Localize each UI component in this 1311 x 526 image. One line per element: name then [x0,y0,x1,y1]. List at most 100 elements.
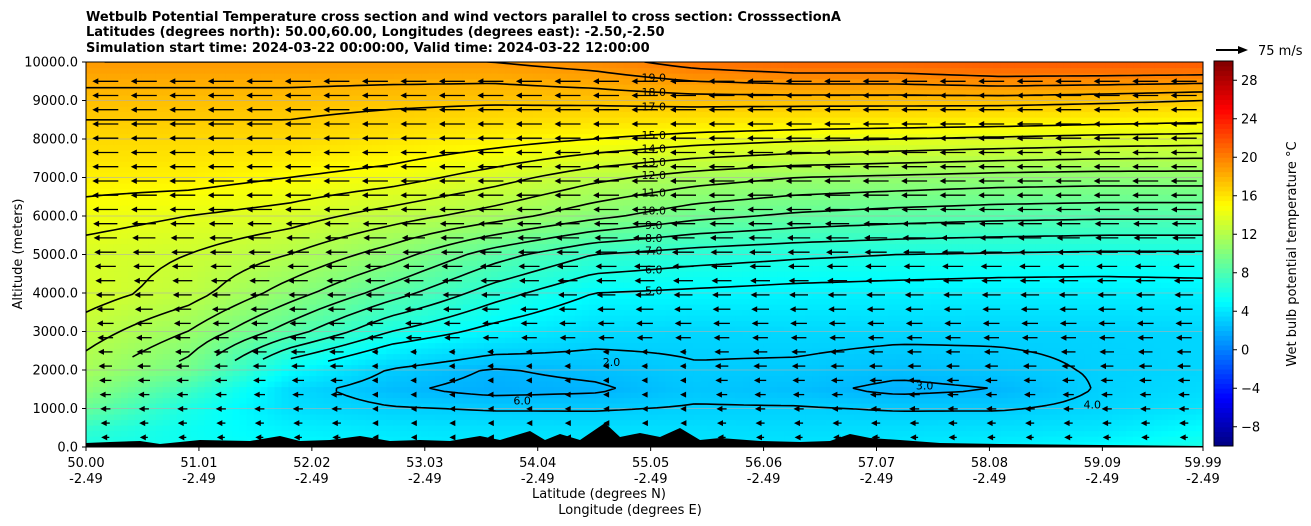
field-cell [965,359,974,366]
field-cell [923,397,932,404]
field-cell [1028,359,1037,366]
field-cell [169,287,178,294]
field-cell [225,282,234,289]
field-cell [120,403,129,410]
field-cell [86,414,94,421]
field-cell [211,331,220,338]
field-cell [127,293,136,300]
field-cell [832,342,841,349]
field-cell [442,392,450,399]
field-cell [916,304,925,311]
field-cell [1154,436,1162,443]
field-cell [749,359,757,366]
field-cell [777,381,785,388]
field-cell [469,298,478,305]
field-cell [923,364,932,371]
field-cell [595,287,604,294]
field-cell [183,370,192,377]
field-cell [588,282,597,289]
field-cell [1035,408,1044,415]
field-cell [169,370,178,377]
field-cell [839,326,848,333]
field-cell [393,298,401,305]
field-cell [853,392,862,399]
field-cell [798,414,806,421]
field-cell [1049,425,1057,432]
field-cell [979,425,988,432]
field-cell [309,342,317,349]
field-cell [1119,375,1127,382]
field-cell [798,397,806,404]
field-cell [819,392,827,399]
field-cell [113,315,122,322]
field-cell [1154,287,1162,294]
field-cell [127,271,136,278]
field-cell [211,386,220,393]
field-cell [637,386,646,393]
field-cell [574,430,583,437]
field-cell [246,375,255,382]
field-cell [386,386,394,393]
field-cell [483,342,492,349]
field-cell [930,331,939,338]
field-cell [846,353,855,360]
field-cell [1028,408,1037,415]
field-cell [120,375,129,382]
field-cell [644,304,653,311]
field-cell [846,403,855,410]
field-cell [819,326,827,333]
field-cell [902,397,911,404]
field-cell [148,337,157,344]
field-cell [937,304,946,311]
field-cell [763,436,771,443]
field-cell [700,375,708,382]
field-cell [190,337,199,344]
field-cell [1147,370,1155,377]
field-cell [155,342,164,349]
field-cell [1035,298,1044,305]
field-cell [372,315,380,322]
field-cell [930,375,939,382]
field-cell [232,364,241,371]
field-cell [839,414,848,421]
field-cell [462,298,471,305]
field-cell [546,381,555,388]
field-cell [253,282,262,289]
field-cell [616,392,625,399]
field-cell [1056,298,1064,305]
field-cell [379,386,387,393]
field-cell [1105,326,1113,333]
field-cell [1077,293,1085,300]
field-cell [930,403,939,410]
field-cell [176,403,185,410]
field-cell [435,320,443,327]
field-cell [365,397,373,404]
field-cell [574,304,583,311]
field-cell [497,436,506,443]
field-cell [92,392,101,399]
field-cell [379,309,387,316]
field-cell [1042,287,1051,294]
field-cell [316,403,324,410]
field-cell [1189,441,1197,447]
field-cell [867,342,876,349]
field-cell [386,392,394,399]
field-cell [92,403,101,410]
field-cell [302,386,310,393]
field-cell [581,298,590,305]
field-cell [1168,370,1176,377]
field-cell [407,315,415,322]
field-cell [253,397,262,404]
field-cell [616,419,625,426]
field-cell [965,315,974,322]
field-cell [930,287,939,294]
field-cell [637,293,646,300]
field-cell [1077,326,1085,333]
field-cell [693,370,701,377]
field-cell [958,370,967,377]
field-cell [253,408,262,415]
field-cell [532,315,541,322]
field-cell [414,370,422,377]
field-cell [365,408,373,415]
field-cell [679,414,687,421]
